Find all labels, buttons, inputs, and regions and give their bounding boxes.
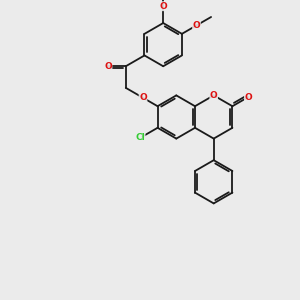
Text: O: O bbox=[210, 91, 218, 100]
Text: O: O bbox=[159, 2, 167, 11]
Text: Cl: Cl bbox=[135, 134, 145, 142]
Text: O: O bbox=[139, 93, 147, 102]
Text: O: O bbox=[244, 92, 252, 101]
Text: O: O bbox=[193, 21, 200, 30]
Text: O: O bbox=[104, 62, 112, 71]
